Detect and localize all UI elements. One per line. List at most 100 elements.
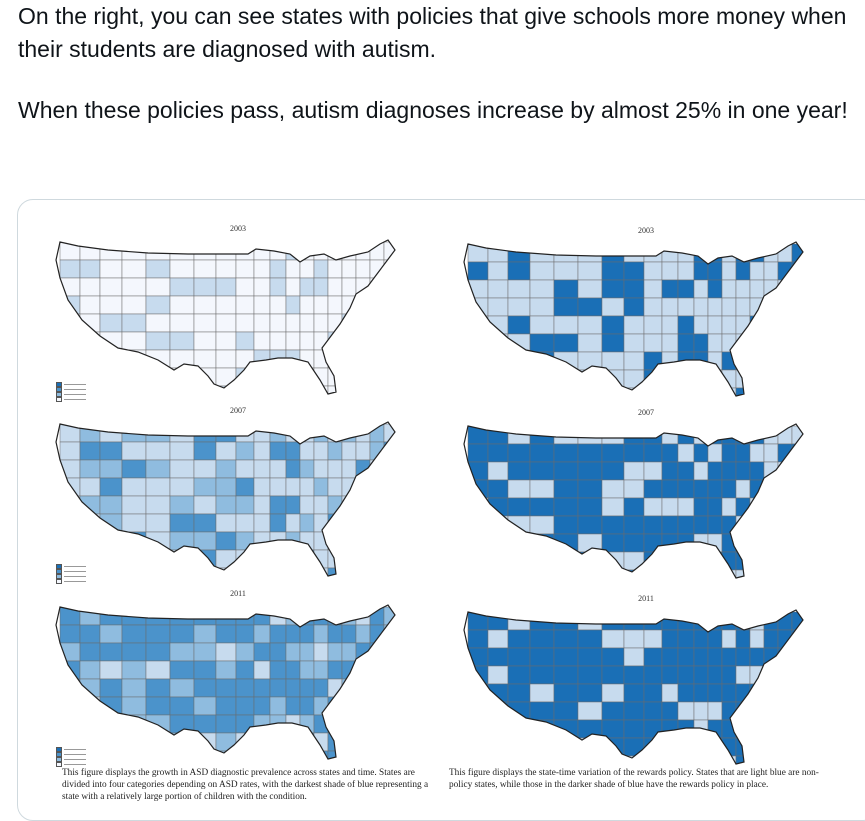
state-region <box>341 331 357 351</box>
state-region <box>253 624 271 644</box>
state-region <box>529 569 555 578</box>
state-region <box>193 660 217 680</box>
state-region <box>643 719 663 739</box>
state-region <box>577 333 603 353</box>
state-region <box>529 261 555 281</box>
state-region <box>735 719 751 739</box>
state-region <box>269 642 287 662</box>
state-region <box>299 331 315 351</box>
state-region <box>467 479 489 499</box>
state-region <box>661 701 679 721</box>
state-region <box>507 351 531 371</box>
state-region <box>735 479 751 499</box>
state-region <box>487 333 509 353</box>
state-region <box>707 297 723 317</box>
state-region <box>553 387 579 396</box>
state-region <box>169 567 195 576</box>
state-region <box>507 665 531 685</box>
state-region <box>529 647 555 667</box>
state-region <box>791 647 803 667</box>
state-region <box>487 315 509 335</box>
state-region <box>643 315 663 335</box>
state-region <box>215 277 237 297</box>
state-region <box>169 495 195 515</box>
state-region <box>341 549 357 569</box>
state-region <box>235 295 255 315</box>
state-region <box>467 629 489 649</box>
state-region <box>145 696 171 716</box>
state-region <box>661 443 679 463</box>
state-region <box>677 369 695 389</box>
state-region <box>777 297 793 317</box>
state-region <box>313 277 329 297</box>
state-region <box>341 642 357 662</box>
state-region <box>487 701 509 721</box>
state-region <box>677 461 695 481</box>
state-region <box>121 714 147 734</box>
state-region <box>215 624 237 644</box>
state-region <box>369 696 385 716</box>
state-region <box>355 495 371 515</box>
state-region <box>299 531 315 551</box>
state-region <box>355 259 371 279</box>
state-region <box>145 732 171 752</box>
state-region <box>577 497 603 517</box>
state-region <box>121 331 147 351</box>
state-region <box>577 737 603 757</box>
state-region <box>253 606 271 626</box>
state-region <box>313 549 329 569</box>
state-region <box>763 533 779 553</box>
state-region <box>99 678 123 698</box>
state-region <box>661 737 679 757</box>
choropleth-map <box>463 241 804 397</box>
state-region <box>467 737 489 757</box>
state-region <box>121 678 147 698</box>
state-region <box>327 295 343 315</box>
state-region <box>169 477 195 497</box>
state-region <box>215 732 237 752</box>
state-region <box>59 660 81 680</box>
state-region <box>601 261 625 281</box>
state-region <box>235 531 255 551</box>
state-region <box>59 477 81 497</box>
state-region <box>369 241 385 261</box>
state-region <box>661 243 679 263</box>
state-region <box>643 297 663 317</box>
state-region <box>467 497 489 517</box>
state-region <box>707 701 723 721</box>
tweet-media-image[interactable]: 2003 2007 2011 2003 <box>17 199 865 821</box>
state-region <box>677 297 695 317</box>
left-year-label-2003: 2003 <box>230 224 246 233</box>
state-region <box>253 349 271 369</box>
choropleth-map <box>55 604 396 760</box>
state-region <box>661 611 679 631</box>
state-region <box>299 696 315 716</box>
state-region <box>253 531 271 551</box>
state-region <box>643 461 663 481</box>
state-region <box>601 387 625 396</box>
state-region <box>507 737 531 757</box>
state-region <box>529 279 555 299</box>
state-region <box>253 732 271 752</box>
state-region <box>601 647 625 667</box>
state-region <box>193 277 217 297</box>
state-region <box>193 295 217 315</box>
state-region <box>313 423 329 443</box>
state-region <box>791 387 803 396</box>
state-region <box>487 611 509 631</box>
state-region <box>327 313 343 333</box>
state-region <box>643 479 663 499</box>
state-region <box>99 567 123 576</box>
state-region <box>99 459 123 479</box>
state-region <box>285 678 301 698</box>
choropleth-map <box>55 421 396 577</box>
state-region <box>553 515 579 535</box>
state-region <box>253 259 271 279</box>
state-region <box>341 277 357 297</box>
state-region <box>269 441 287 461</box>
state-region <box>553 701 579 721</box>
state-region <box>735 533 751 553</box>
state-region <box>215 367 237 387</box>
state-region <box>121 313 147 333</box>
state-region <box>553 369 579 389</box>
